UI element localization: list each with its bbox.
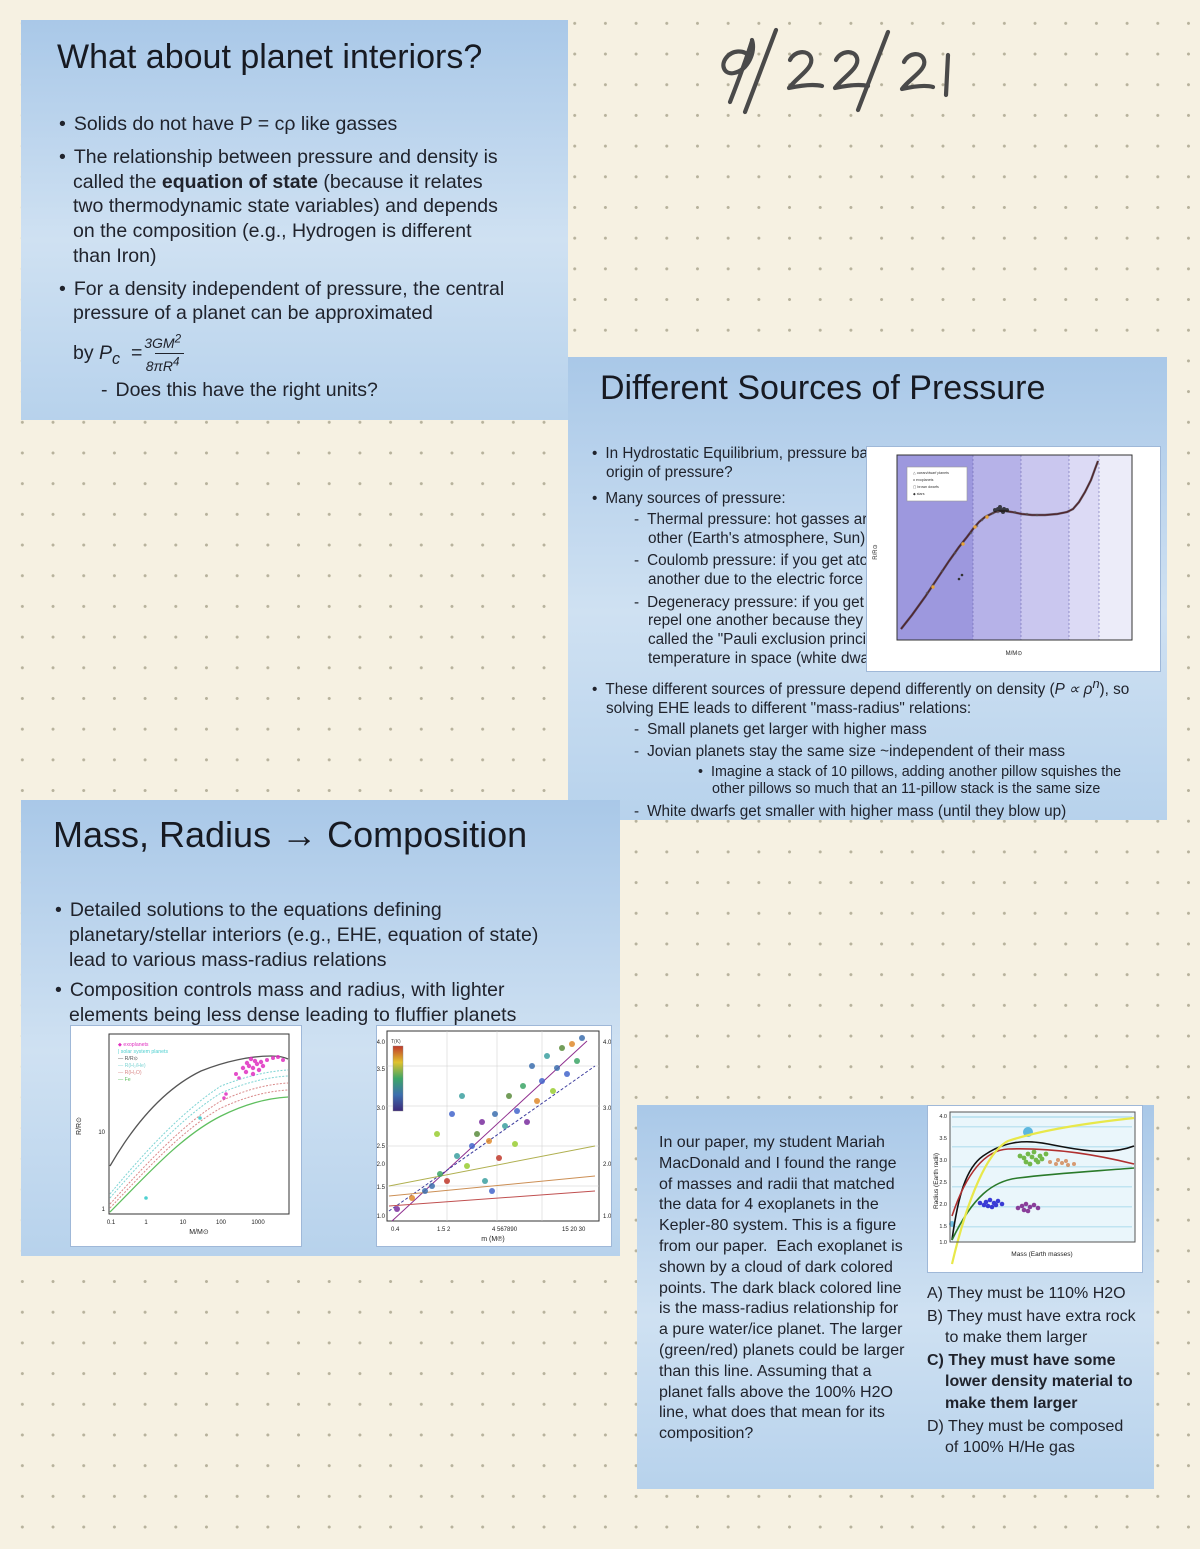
svg-text:4.0: 4.0 (377, 1040, 386, 1046)
svg-text:1.5: 1.5 (939, 1224, 947, 1230)
svg-text:◆ exoplanets: ◆ exoplanets (118, 1042, 149, 1048)
svg-text:◆ stars: ◆ stars (913, 492, 925, 496)
svg-text:1.0: 1.0 (939, 1240, 947, 1246)
svg-text:▢ brown dwarfs: ▢ brown dwarfs (913, 485, 939, 489)
svg-text:― R/R⊙: ― R/R⊙ (118, 1056, 138, 1062)
svg-text:o exoplanets: o exoplanets (913, 478, 934, 482)
svg-text:M/M⊙: M/M⊙ (189, 1229, 209, 1236)
svg-text:2.5: 2.5 (939, 1180, 947, 1186)
svg-text:15 20 30: 15 20 30 (562, 1227, 586, 1233)
svg-text:3.0: 3.0 (939, 1158, 947, 1164)
svg-text:0.4: 0.4 (391, 1227, 400, 1233)
svg-text:△ ocean/dwarf planets: △ ocean/dwarf planets (913, 471, 949, 475)
svg-text:100: 100 (216, 1220, 227, 1226)
svg-text:3.0: 3.0 (377, 1106, 386, 1112)
svg-text:2.5: 2.5 (377, 1144, 386, 1150)
svg-text:| solar system planets: | solar system planets (118, 1049, 168, 1055)
svg-text:3.5: 3.5 (377, 1067, 386, 1073)
svg-text:M/M⊙: M/M⊙ (1006, 651, 1023, 657)
svg-text:2.0: 2.0 (603, 1162, 611, 1168)
svg-text:1000: 1000 (251, 1220, 265, 1226)
svg-text:2.0: 2.0 (939, 1202, 947, 1208)
svg-text:― R(H₂/He): ― R(H₂/He) (118, 1063, 146, 1069)
svg-text:3.5: 3.5 (939, 1136, 947, 1142)
svg-text:4.0: 4.0 (603, 1040, 611, 1046)
svg-text:4.0: 4.0 (939, 1114, 947, 1120)
svg-text:― R(H₂O): ― R(H₂O) (118, 1070, 142, 1076)
svg-text:1.5 2: 1.5 2 (437, 1227, 451, 1233)
svg-text:1.0: 1.0 (603, 1214, 611, 1220)
svg-text:0.1: 0.1 (107, 1220, 116, 1226)
svg-text:Mass (Earth masses): Mass (Earth masses) (1011, 1251, 1072, 1258)
svg-text:― Fe: ― Fe (118, 1077, 131, 1083)
svg-text:R/R⊙: R/R⊙ (76, 1117, 83, 1135)
svg-text:3.0: 3.0 (603, 1106, 611, 1112)
svg-text:T(K): T(K) (391, 1039, 401, 1045)
svg-text:10: 10 (98, 1130, 105, 1136)
svg-text:1.5: 1.5 (377, 1185, 386, 1191)
svg-text:R/R⊙: R/R⊙ (873, 544, 879, 559)
svg-text:10: 10 (180, 1220, 187, 1226)
svg-text:m (M℗): m (M℗) (481, 1236, 504, 1243)
svg-text:4 567890: 4 567890 (492, 1227, 518, 1233)
svg-text:2.0: 2.0 (377, 1162, 386, 1168)
svg-text:1.0: 1.0 (377, 1214, 386, 1220)
